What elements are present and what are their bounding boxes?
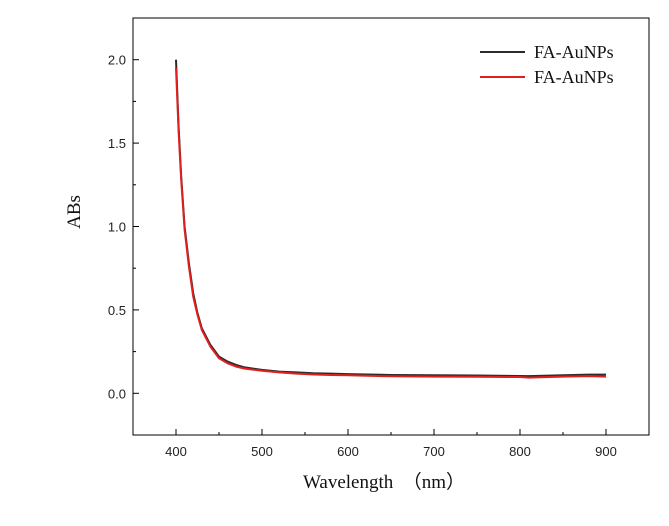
series-line-1 (175, 59, 606, 378)
x-axis-title: Wavelength （nm） (303, 471, 465, 493)
legend-label-series-1: FA-AuNPs (534, 42, 614, 62)
x-tick-labels: 400 500 600 700 800 900 (165, 444, 617, 459)
y-tick-label: 1.0 (108, 220, 126, 235)
x-tick-label: 400 (165, 444, 187, 459)
x-tick-label: 600 (337, 444, 359, 459)
y-tick-label: 0.0 (108, 386, 126, 401)
axis-ticks (133, 59, 607, 435)
series-line-2 (175, 67, 607, 379)
y-axis-title: ABs (64, 195, 85, 229)
x-tick-label: 800 (509, 444, 531, 459)
y-tick-label: 1.5 (108, 136, 126, 151)
y-tick-label: 0.5 (108, 303, 126, 318)
y-tick-labels: 0.0 0.5 1.0 1.5 2.0 (108, 53, 126, 402)
series-lines (175, 59, 607, 379)
legend-label-series-2: FA-AuNPs (534, 67, 614, 87)
x-tick-label: 900 (595, 444, 617, 459)
legend: FA-AuNPs FA-AuNPs (480, 42, 614, 87)
x-tick-label: 500 (251, 444, 273, 459)
y-tick-label: 2.0 (108, 53, 126, 68)
x-tick-label: 700 (423, 444, 445, 459)
